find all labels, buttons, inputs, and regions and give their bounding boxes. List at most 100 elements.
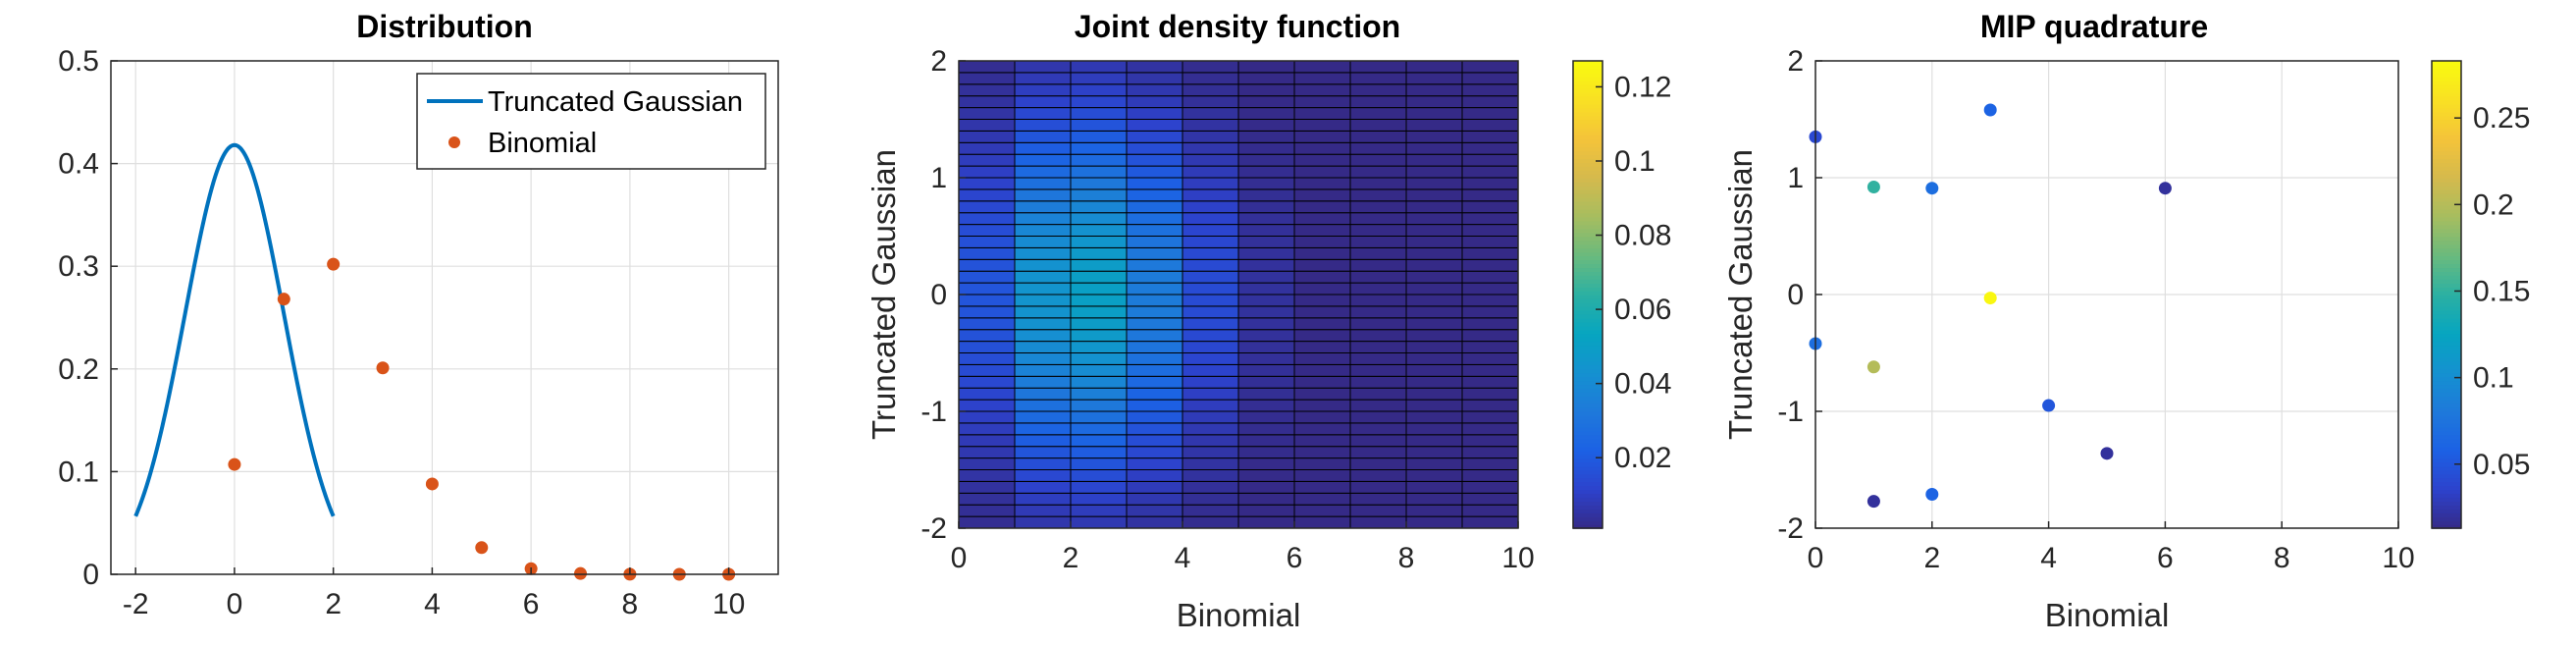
heatmap-cell: [1014, 480, 1072, 494]
heatmap-cell: [958, 72, 1016, 85]
y-tick-label: 2: [1787, 45, 1804, 78]
joint-density-colorbar-segment: [1573, 64, 1603, 70]
heatmap-cell: [1293, 504, 1351, 517]
mip-quadrature-colorbar-segment: [2432, 188, 2461, 194]
heatmap-cell: [1014, 469, 1072, 482]
heatmap-cell: [1126, 60, 1183, 74]
heatmap-cell: [958, 352, 1016, 365]
heatmap-cell: [1461, 492, 1519, 506]
mip-quadrature-colorbar-segment: [2432, 103, 2461, 109]
mip-quadrature-colorbar-segment: [2432, 80, 2461, 85]
joint-density-colorbar-segment: [1573, 251, 1603, 257]
distribution-plot-frame: [110, 60, 779, 575]
joint-density-colorbar-segment: [1573, 430, 1603, 436]
heatmap-cell: [1070, 329, 1128, 343]
mip-quadrature-colorbar-segment: [2432, 337, 2461, 343]
mip-quadrature-colorbar-segment: [2432, 376, 2461, 382]
heatmap-cell: [1182, 246, 1239, 260]
heatmap-cell: [1237, 188, 1295, 202]
heatmap-cell: [1237, 200, 1295, 214]
mip-quadrature-colorbar-segment: [2432, 283, 2461, 288]
x-tick-label: -2: [123, 588, 149, 620]
heatmap-cell: [1461, 317, 1519, 331]
heatmap-cell: [1126, 305, 1183, 319]
joint-density-colorbar-segment: [1573, 321, 1603, 327]
heatmap-cell: [1461, 504, 1519, 517]
heatmap-cell: [1293, 480, 1351, 494]
heatmap-cell: [1405, 224, 1463, 238]
mip-quadrature-colorbar-segment: [2432, 396, 2461, 401]
heatmap-cell: [1293, 246, 1351, 260]
heatmap-cell: [1014, 282, 1072, 296]
mip-quadrature-colorbar-segment: [2432, 228, 2461, 234]
heatmap-cell: [1461, 363, 1519, 377]
mip-quadrature-colorbar-segment: [2432, 333, 2461, 339]
mip-quadrature-colorbar-segment: [2432, 372, 2461, 378]
heatmap-cell: [1293, 83, 1351, 97]
heatmap-cell: [1126, 469, 1183, 482]
legend-entry-binomial: Binomial: [488, 128, 597, 159]
heatmap-cell: [1349, 282, 1407, 296]
heatmap-cell: [1070, 130, 1128, 143]
heatmap-cell: [1237, 246, 1295, 260]
mip-quadrature-colorbar-segment: [2432, 411, 2461, 416]
heatmap-cell: [1349, 153, 1407, 167]
mip-quadrature-colorbar-segment: [2432, 279, 2461, 284]
joint-density-colorbar-segment: [1573, 356, 1603, 362]
joint-density-x-ticks: 0 2 4 6 8 10: [951, 521, 1535, 574]
x-tick-label: 2: [325, 588, 342, 620]
heatmap-cell: [1014, 141, 1072, 155]
joint-density-colorbar-segment: [1573, 329, 1603, 335]
legend-entry-truncated-gaussian: Truncated Gaussian: [488, 86, 743, 118]
heatmap-cell: [1182, 177, 1239, 190]
heatmap-cell: [958, 107, 1016, 120]
heatmap-cell: [1405, 329, 1463, 343]
mip-quadrature-colorbar-segment: [2432, 95, 2461, 101]
heatmap-cell: [1126, 83, 1183, 97]
heatmap-cell: [1461, 387, 1519, 401]
mip-quadrature-colorbar-segment: [2432, 313, 2461, 319]
mip-quadrature-colorbar-segment: [2432, 317, 2461, 323]
heatmap-cell: [1293, 153, 1351, 167]
joint-density-colorbar-segment: [1573, 212, 1603, 218]
mip-quadrature-colorbar-segment: [2432, 516, 2461, 521]
heatmap-cell: [1126, 317, 1183, 331]
mip-quadrature-colorbar-segment: [2432, 384, 2461, 389]
heatmap-cell: [1293, 188, 1351, 202]
heatmap-cell: [1237, 492, 1295, 506]
mip-quadrature-colorbar-segment: [2432, 267, 2461, 272]
heatmap-cell: [1237, 224, 1295, 238]
mip-quadrature-colorbar-segment: [2432, 158, 2461, 163]
mip-quadrature-colorbar-segment: [2432, 255, 2461, 261]
distribution-series: [133, 142, 736, 581]
mip-quadrature-colorbar-segment: [2432, 446, 2461, 452]
heatmap-cell: [958, 434, 1016, 448]
mip-quadrature-colorbar-segment: [2432, 185, 2461, 190]
joint-density-colorbar-segment: [1573, 337, 1603, 343]
heatmap-cell: [1293, 177, 1351, 190]
heatmap-cell: [1070, 282, 1128, 296]
heatmap-cell: [1070, 212, 1128, 226]
heatmap-cell: [1461, 469, 1519, 482]
heatmap-cell: [1405, 399, 1463, 412]
mip-quadrature-colorbar-segment: [2432, 321, 2461, 327]
joint-density-colorbar-segment: [1573, 414, 1603, 420]
heatmap-cell: [958, 246, 1016, 260]
x-tick-label: 0: [227, 588, 243, 620]
heatmap-cell: [1237, 434, 1295, 448]
mip-quadrature-colorbar-segment: [2432, 287, 2461, 292]
heatmap-cell: [1014, 258, 1072, 272]
heatmap-cell: [1182, 72, 1239, 85]
heatmap-cell: [1070, 294, 1128, 307]
joint-density-colorbar-segment: [1573, 87, 1603, 93]
joint-density-colorbar-segment: [1573, 287, 1603, 292]
heatmap-cell: [1405, 480, 1463, 494]
heatmap-cell: [1349, 422, 1407, 436]
joint-density-colorbar-segment: [1573, 473, 1603, 479]
mip-quadrature-colorbar-segment: [2432, 127, 2461, 133]
heatmap-cell: [1349, 387, 1407, 401]
heatmap-cell: [1014, 515, 1072, 529]
mip-quadrature-colorbar-segment: [2432, 119, 2461, 125]
heatmap-cell: [958, 130, 1016, 143]
x-tick-label: 8: [2274, 542, 2290, 574]
